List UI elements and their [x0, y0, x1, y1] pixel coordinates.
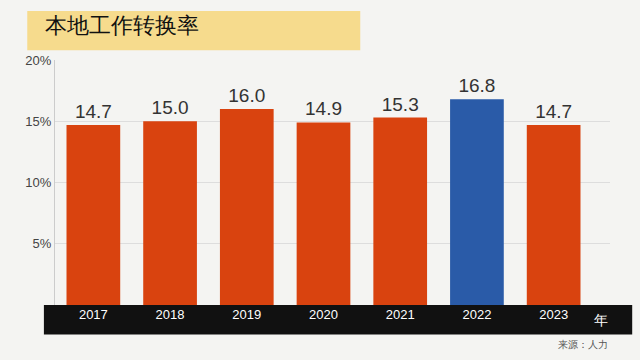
svg-text:14.7: 14.7	[75, 101, 112, 122]
svg-text:2019: 2019	[232, 307, 261, 322]
svg-text:16.0: 16.0	[228, 85, 265, 106]
svg-text:2021: 2021	[386, 307, 415, 322]
svg-text:15.0: 15.0	[152, 97, 189, 118]
svg-text:2018: 2018	[156, 307, 185, 322]
svg-text:15.3: 15.3	[382, 94, 419, 115]
svg-text:2023: 2023	[539, 307, 568, 322]
svg-text:2017: 2017	[79, 307, 108, 322]
svg-text:年: 年	[594, 312, 608, 328]
svg-text:16.8: 16.8	[458, 75, 495, 96]
svg-text:2020: 2020	[309, 307, 338, 322]
svg-text:20%: 20%	[25, 53, 51, 68]
svg-text:本地工作转换率: 本地工作转换率	[45, 13, 199, 38]
svg-text:15%: 15%	[25, 114, 51, 129]
svg-text:2022: 2022	[462, 307, 491, 322]
svg-text:来源：人力: 来源：人力	[558, 339, 608, 350]
svg-text:5%: 5%	[33, 236, 52, 251]
svg-text:10%: 10%	[25, 175, 51, 190]
svg-text:14.7: 14.7	[535, 101, 572, 122]
svg-text:14.9: 14.9	[305, 98, 342, 119]
